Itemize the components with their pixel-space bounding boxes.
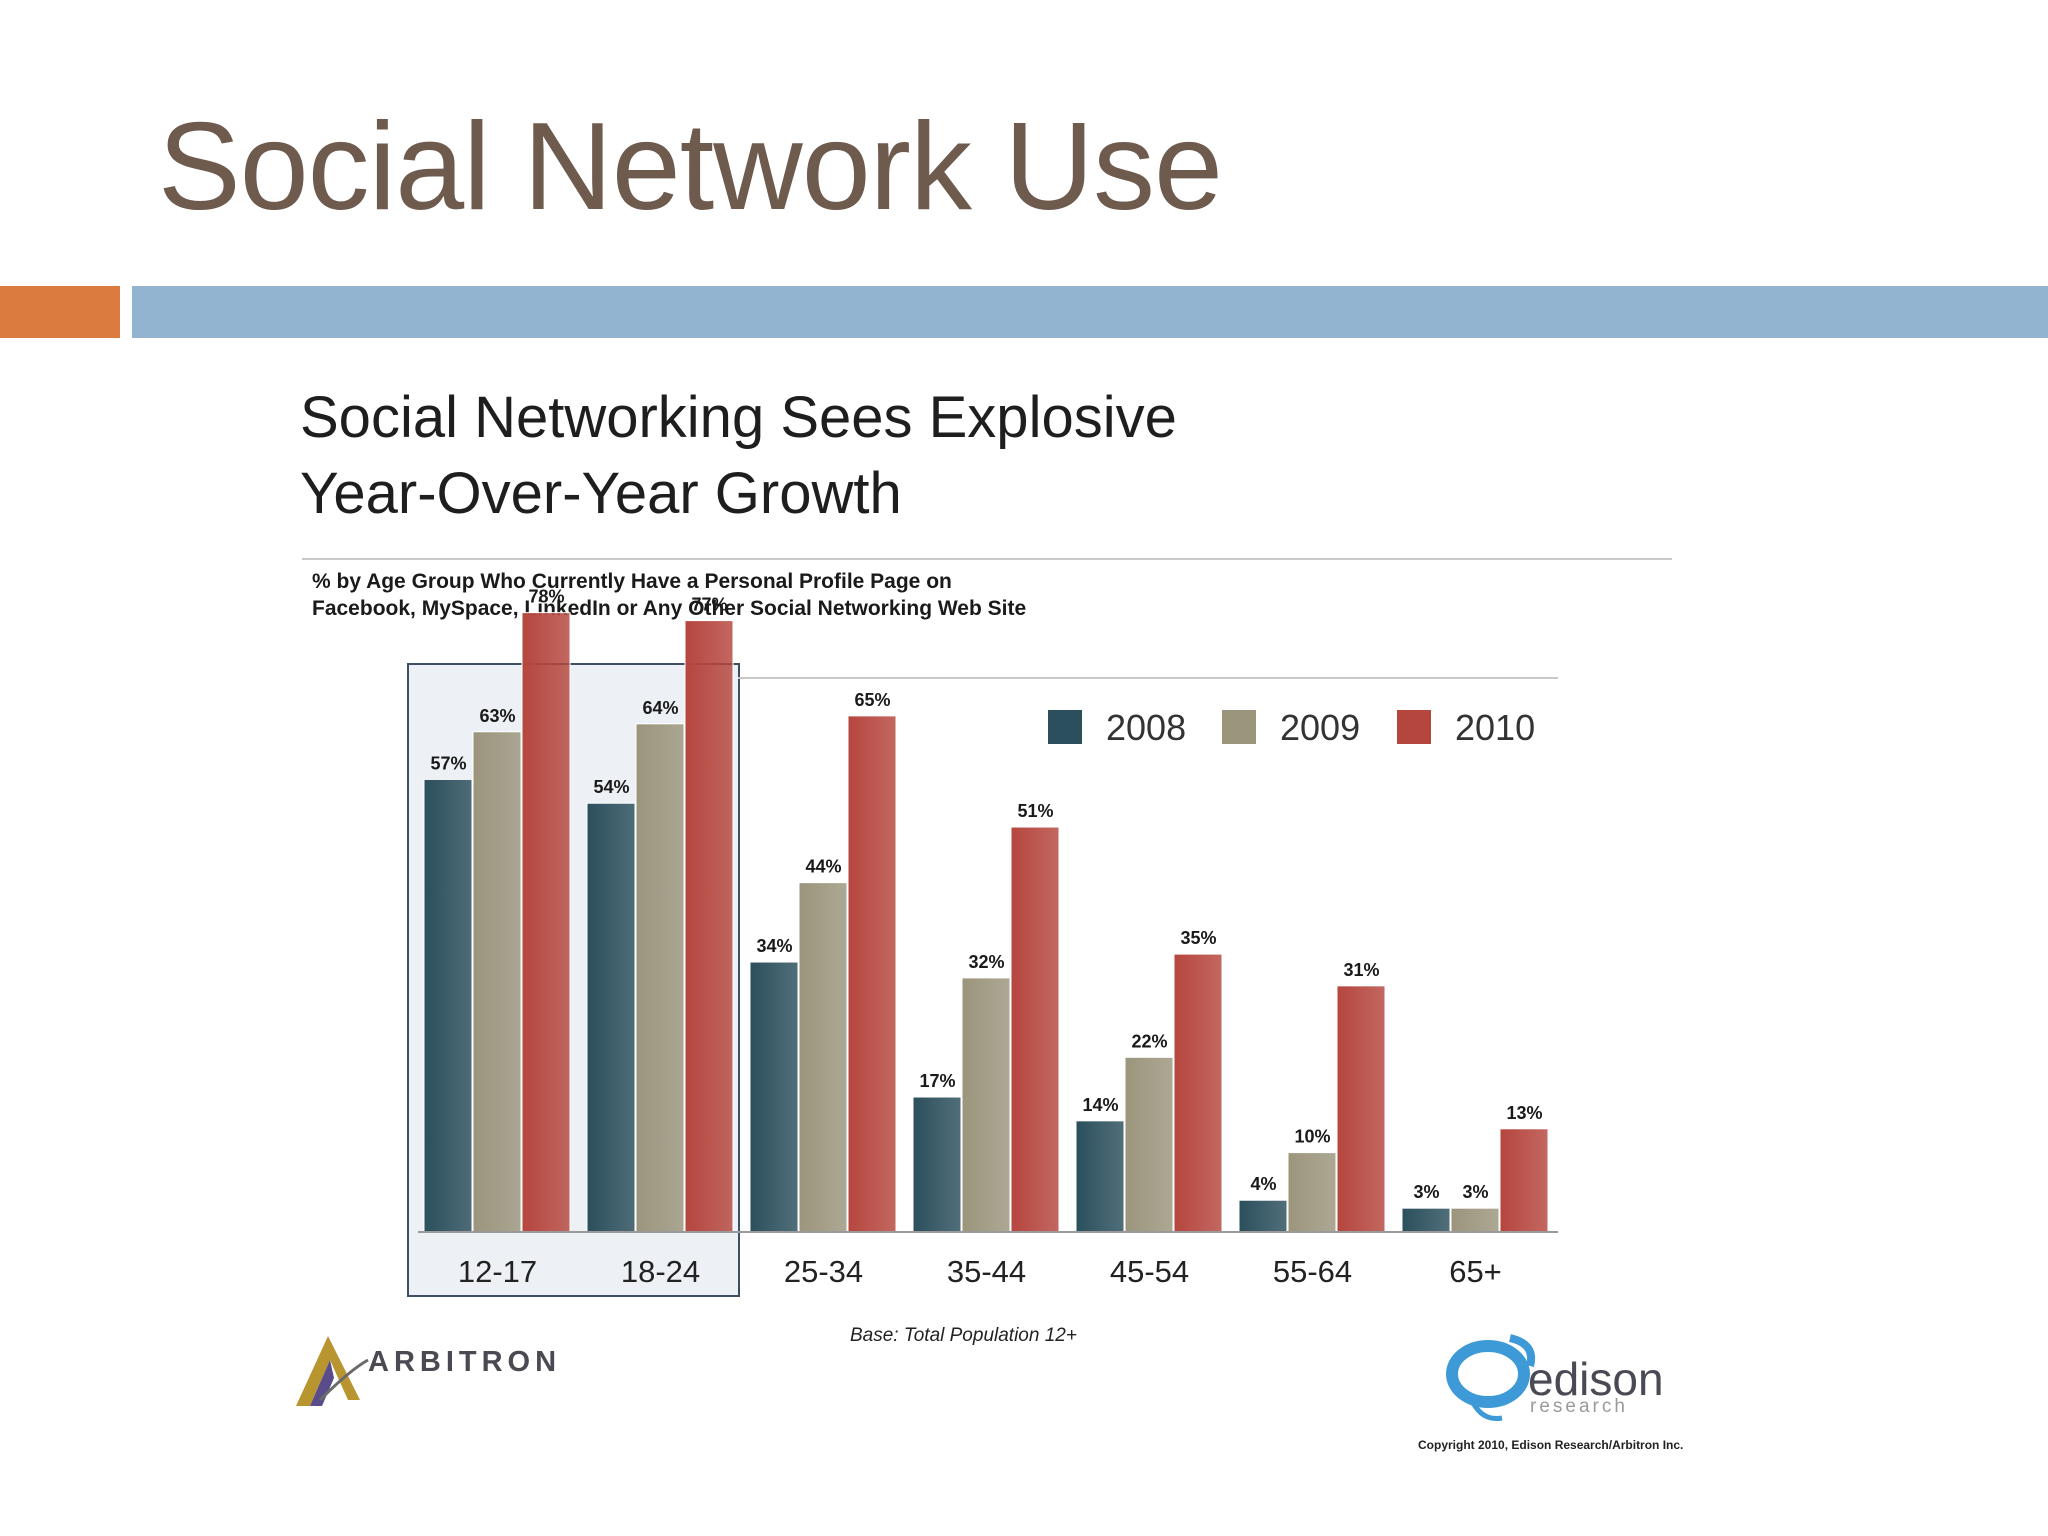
accent-bar-blue (132, 286, 2048, 338)
accent-bar-orange (0, 286, 120, 338)
slide-title: Social Network Use (158, 98, 1223, 236)
bar-2010-55-64 (1336, 985, 1386, 1233)
base-note: Base: Total Population 12+ (850, 1325, 1077, 1346)
bar-2009-35-44 (961, 977, 1011, 1233)
x-tick-label-25-34: 25-34 (784, 1254, 863, 1289)
data-label-2010-18-24: 77% (691, 595, 727, 615)
bar-2010-12-17 (521, 612, 571, 1233)
data-label-2009-65+: 3% (1462, 1182, 1488, 1202)
chart-subtitle: % by Age Group Who Currently Have a Pers… (312, 568, 1026, 622)
legend-swatch-2008 (1048, 710, 1082, 744)
data-label-2008-18-24: 54% (593, 777, 629, 797)
bar-2008-45-54 (1075, 1120, 1125, 1233)
bar-2009-55-64 (1287, 1152, 1337, 1233)
data-label-2008-12-17: 57% (430, 753, 466, 773)
x-tick-label-65+: 65+ (1449, 1254, 1502, 1289)
x-tick-label-35-44: 35-44 (947, 1254, 1026, 1289)
legend-swatch-2010 (1397, 710, 1431, 744)
arbitron-logo-icon (296, 1336, 369, 1406)
legend-label-2009: 2009 (1280, 707, 1360, 748)
data-label-2010-12-17: 78% (528, 587, 564, 607)
chart-title: Social Networking Sees Explosive Year-Ov… (300, 380, 1177, 532)
chart-subtitle-line-2: Facebook, MySpace, LinkedIn or Any Other… (312, 597, 1027, 620)
data-label-2009-12-17: 63% (479, 706, 515, 726)
data-label-2009-45-54: 22% (1131, 1031, 1167, 1051)
bar-2010-35-44 (1010, 826, 1060, 1233)
bar-2010-25-34 (847, 715, 897, 1233)
bar-2009-12-17 (472, 731, 522, 1233)
bar-2008-35-44 (912, 1096, 962, 1233)
x-tick-label-55-64: 55-64 (1273, 1254, 1352, 1289)
data-label-2009-35-44: 32% (968, 952, 1004, 972)
heading-rule (302, 558, 1672, 560)
edison-logo-subtext: research (1530, 1396, 1628, 1417)
bar-2010-45-54 (1173, 953, 1223, 1233)
x-tick-label-45-54: 45-54 (1110, 1254, 1189, 1289)
copyright-text: Copyright 2010, Edison Research/Arbitron… (1418, 1438, 1684, 1452)
data-label-2008-35-44: 17% (919, 1071, 955, 1091)
bar-2010-18-24 (684, 620, 734, 1233)
chart-subtitle-line-1: % by Age Group Who Currently Have a Pers… (312, 570, 952, 593)
chart-title-line-2: Year-Over-Year Growth (300, 461, 902, 526)
edison-logo-icon (1446, 1334, 1535, 1422)
legend-label-2008: 2008 (1106, 707, 1186, 748)
data-label-2008-55-64: 4% (1250, 1174, 1276, 1194)
bar-2008-12-17 (423, 778, 473, 1233)
data-label-2008-25-34: 34% (756, 936, 792, 956)
bar-2009-18-24 (635, 723, 685, 1233)
data-label-2010-35-44: 51% (1017, 801, 1053, 821)
legend-label-2010: 2010 (1455, 707, 1535, 748)
data-label-2010-55-64: 31% (1343, 960, 1379, 980)
data-label-2010-65+: 13% (1506, 1103, 1542, 1123)
bar-2008-18-24 (586, 802, 636, 1233)
edison-logo-text: edison (1528, 1353, 1664, 1405)
data-label-2008-45-54: 14% (1082, 1095, 1118, 1115)
data-label-2009-55-64: 10% (1294, 1127, 1330, 1147)
legend-swatch-2009 (1222, 710, 1256, 744)
bar-2008-55-64 (1238, 1199, 1288, 1233)
bar-2008-25-34 (749, 961, 799, 1233)
data-label-2009-18-24: 64% (642, 698, 678, 718)
bar-2008-65+ (1401, 1207, 1451, 1233)
bar-2009-65+ (1450, 1207, 1500, 1233)
data-label-2010-45-54: 35% (1180, 928, 1216, 948)
data-label-2008-65+: 3% (1413, 1182, 1439, 1202)
bar-2010-65+ (1499, 1128, 1549, 1233)
chart-title-line-1: Social Networking Sees Explosive (300, 385, 1177, 450)
bar-2009-25-34 (798, 882, 848, 1233)
x-tick-label-18-24: 18-24 (621, 1254, 700, 1289)
arbitron-logo-text: ARBITRON (368, 1346, 562, 1378)
data-label-2009-25-34: 44% (805, 857, 841, 877)
x-tick-label-12-17: 12-17 (458, 1254, 537, 1289)
data-label-2010-25-34: 65% (854, 690, 890, 710)
bar-2009-45-54 (1124, 1056, 1174, 1233)
